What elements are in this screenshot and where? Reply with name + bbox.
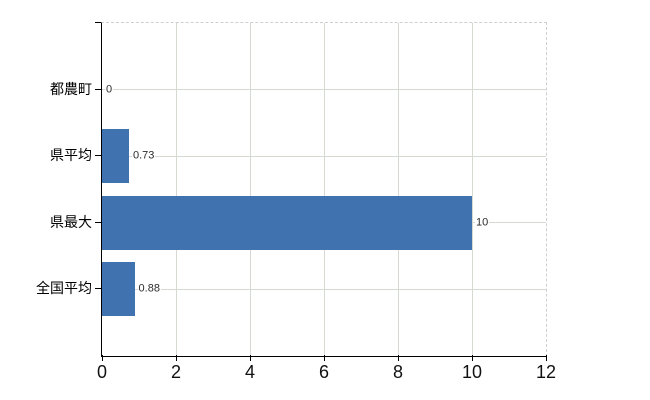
y-axis-tick <box>95 88 101 90</box>
gridline-horizontal <box>102 288 546 290</box>
x-axis-tick <box>397 355 399 361</box>
plot-area: 0 0.73 10 0.88 <box>101 22 547 357</box>
gridline-horizontal <box>102 89 546 91</box>
bar <box>102 195 472 250</box>
x-axis-tick-label: 8 <box>392 362 404 382</box>
bar-value-label: 10 <box>475 216 490 230</box>
x-axis-tick-label: 0 <box>96 362 108 382</box>
x-axis-tick <box>101 355 103 361</box>
x-axis-tick-label: 6 <box>318 362 330 382</box>
x-axis-tick <box>545 355 547 361</box>
x-axis-tick-label: 12 <box>535 362 557 382</box>
category-label: 全国平均 <box>36 280 92 297</box>
x-axis-tick-label: 2 <box>170 362 182 382</box>
x-axis-tick-label: 4 <box>244 362 256 382</box>
gridline-horizontal <box>102 155 546 157</box>
y-axis-tick <box>95 221 101 223</box>
category-label: 県平均 <box>50 147 92 164</box>
category-label: 県最大 <box>50 213 92 230</box>
gridline-vertical <box>249 23 251 356</box>
category-label: 都農町 <box>50 80 92 97</box>
gridline-vertical <box>397 23 399 356</box>
bar-value-label: 0.73 <box>132 149 156 163</box>
x-axis-tick <box>175 355 177 361</box>
y-axis-tick <box>95 22 101 23</box>
y-axis-tick <box>95 288 101 290</box>
x-axis-tick-label: 10 <box>461 362 483 382</box>
bar <box>102 262 135 317</box>
x-axis-tick <box>323 355 325 361</box>
bar-value-label: 0.88 <box>137 282 161 296</box>
x-axis-tick <box>471 355 473 361</box>
y-axis-tick <box>95 155 101 157</box>
x-axis-tick <box>249 355 251 361</box>
gridline-vertical <box>323 23 325 356</box>
bar-value-label: 0 <box>105 83 114 97</box>
gridline-vertical <box>175 23 177 356</box>
gridline-vertical <box>471 23 473 356</box>
bar <box>102 129 129 184</box>
